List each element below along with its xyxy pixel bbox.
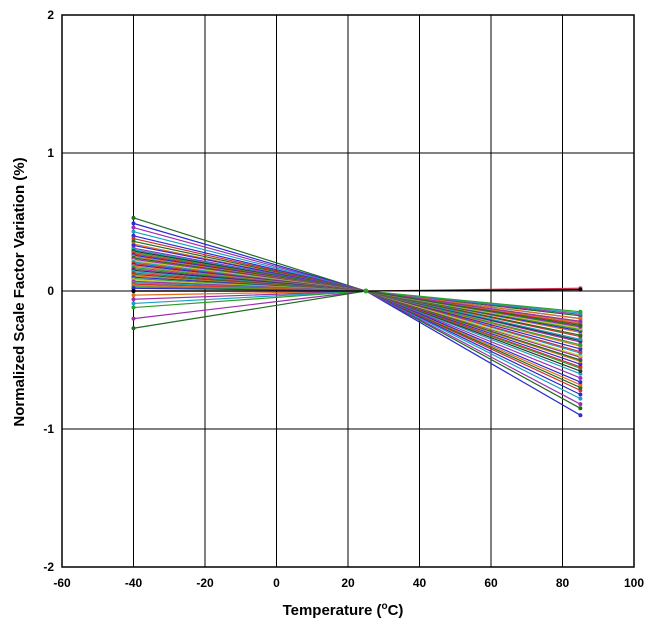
x-tick-label: -40 <box>125 576 143 590</box>
series-point <box>578 323 583 328</box>
series-point <box>578 392 583 397</box>
series-layer <box>131 215 583 418</box>
series-point <box>131 293 136 298</box>
y-tick-label: -2 <box>43 560 54 574</box>
x-axis-title: Temperature (oC) <box>283 601 404 619</box>
series-point <box>131 229 136 234</box>
series-point <box>578 396 583 401</box>
series-point <box>131 289 136 293</box>
series-point <box>578 349 583 354</box>
y-tick-label: 2 <box>47 8 54 22</box>
x-tick-label: 80 <box>556 576 570 590</box>
series-point <box>131 297 136 302</box>
series-point <box>578 364 583 369</box>
series-point <box>578 380 583 385</box>
series-point <box>131 221 136 226</box>
series-point <box>131 326 136 331</box>
series-point <box>578 402 583 407</box>
x-tick-label: 20 <box>341 576 355 590</box>
series-point <box>578 333 583 338</box>
x-tick-labels: -60 -40 -20 0 20 40 60 80 100 <box>53 576 644 590</box>
series-point <box>131 233 136 238</box>
series-point <box>578 316 583 321</box>
series-point <box>578 353 583 358</box>
series-point <box>131 243 136 248</box>
x-tick-label: -60 <box>53 576 71 590</box>
series-point <box>578 362 583 367</box>
x-axis-title-main: Temperature ( <box>283 602 382 619</box>
series-point <box>578 346 583 351</box>
series-point <box>578 371 583 376</box>
y-tick-labels: -2 -1 0 1 2 <box>43 8 54 574</box>
x-axis-title-tail: C) <box>388 602 404 619</box>
y-tick-label: 1 <box>47 146 54 160</box>
x-tick-label: 60 <box>484 576 498 590</box>
x-axis-title-sup: o <box>381 601 387 612</box>
series-point <box>131 286 136 291</box>
series-point <box>578 413 583 418</box>
series-point <box>578 375 583 380</box>
x-tick-label: 100 <box>624 576 644 590</box>
series-point <box>578 342 583 347</box>
plot-frame <box>61 14 635 568</box>
y-tick-label: -1 <box>43 422 54 436</box>
series-point <box>131 305 136 310</box>
series-point <box>578 309 583 314</box>
series-point <box>131 301 136 306</box>
x-tick-label: 0 <box>273 576 280 590</box>
x-tick-label: 40 <box>413 576 427 590</box>
x-tick-label: -20 <box>196 576 214 590</box>
series-point <box>131 215 136 220</box>
series-point <box>578 388 583 393</box>
series-point <box>578 369 583 374</box>
series-point <box>578 287 583 292</box>
series-point <box>578 385 583 390</box>
series-point <box>131 225 136 230</box>
series-point <box>578 382 583 387</box>
series-point <box>578 319 583 324</box>
series-point <box>578 406 583 411</box>
series-point <box>578 358 583 362</box>
series-point <box>131 239 136 244</box>
series-point <box>131 316 136 321</box>
pivot-point <box>363 288 369 294</box>
series-point <box>578 337 583 342</box>
series-point <box>131 236 136 241</box>
y-tick-label: 0 <box>47 284 54 298</box>
y-axis-title: Normalized Scale Factor Variation (%) <box>11 157 28 426</box>
